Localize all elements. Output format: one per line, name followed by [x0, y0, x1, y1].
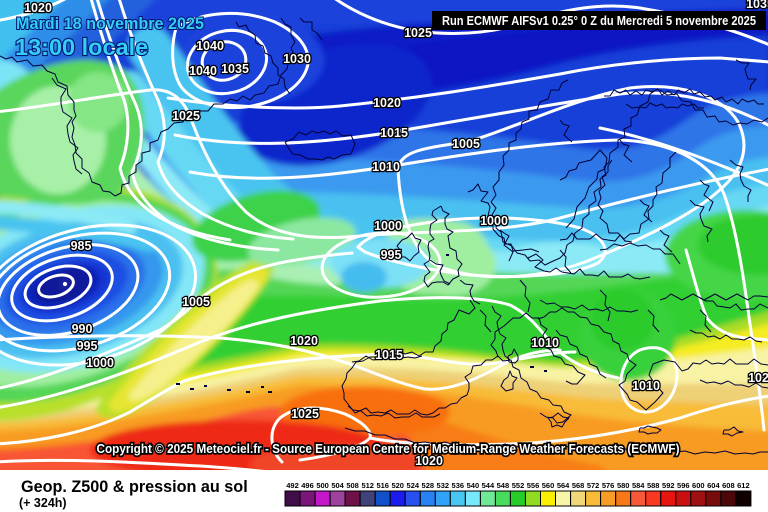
- svg-text:508: 508: [346, 481, 359, 490]
- svg-text:572: 572: [587, 481, 600, 490]
- svg-text:1035: 1035: [221, 62, 249, 76]
- svg-text:1015: 1015: [380, 126, 408, 140]
- svg-text:592: 592: [662, 481, 675, 490]
- svg-text:Copyright © 2025 Meteociel.fr: Copyright © 2025 Meteociel.fr - Source E…: [97, 442, 680, 456]
- svg-text:1040: 1040: [189, 64, 217, 78]
- svg-text:560: 560: [542, 481, 555, 490]
- svg-text:1010: 1010: [372, 160, 400, 174]
- svg-text:516: 516: [376, 481, 389, 490]
- svg-text:1000: 1000: [374, 219, 402, 233]
- svg-text:(+ 324h): (+ 324h): [19, 496, 67, 510]
- svg-text:Geop. Z500 & pression au sol: Geop. Z500 & pression au sol: [21, 478, 248, 496]
- svg-text:1025: 1025: [291, 407, 319, 421]
- svg-text:1020: 1020: [415, 454, 443, 468]
- svg-text:588: 588: [647, 481, 660, 490]
- svg-text:1020: 1020: [373, 96, 401, 110]
- svg-text:576: 576: [602, 481, 615, 490]
- svg-text:1000: 1000: [86, 356, 114, 370]
- svg-text:608: 608: [722, 481, 735, 490]
- svg-text:1005: 1005: [452, 137, 480, 151]
- svg-text:556: 556: [527, 481, 540, 490]
- svg-text:568: 568: [572, 481, 585, 490]
- svg-text:13:00 locale: 13:00 locale: [15, 34, 148, 60]
- svg-text:564: 564: [557, 481, 570, 490]
- svg-text:1035: 1035: [746, 0, 768, 11]
- svg-text:1020: 1020: [290, 334, 318, 348]
- svg-text:520: 520: [391, 481, 404, 490]
- svg-text:584: 584: [632, 481, 645, 490]
- svg-text:492: 492: [286, 481, 299, 490]
- svg-text:1020: 1020: [748, 371, 768, 385]
- svg-text:504: 504: [331, 481, 344, 490]
- svg-text:1010: 1010: [531, 336, 559, 350]
- svg-text:1040: 1040: [196, 39, 224, 53]
- svg-text:548: 548: [497, 481, 510, 490]
- svg-text:1025: 1025: [404, 26, 432, 40]
- svg-text:995: 995: [77, 339, 98, 353]
- svg-text:612: 612: [737, 481, 750, 490]
- svg-text:496: 496: [301, 481, 314, 490]
- svg-text:1010: 1010: [632, 379, 660, 393]
- svg-text:540: 540: [467, 481, 480, 490]
- svg-text:985: 985: [71, 239, 92, 253]
- svg-text:604: 604: [707, 481, 720, 490]
- svg-text:532: 532: [437, 481, 450, 490]
- svg-text:600: 600: [692, 481, 705, 490]
- svg-text:1030: 1030: [283, 52, 311, 66]
- svg-text:Run ECMWF AIFSv1 0.25° 0 Z du: Run ECMWF AIFSv1 0.25° 0 Z du Mercredi 5…: [442, 13, 756, 28]
- svg-text:1025: 1025: [172, 109, 200, 123]
- svg-text:524: 524: [407, 481, 420, 490]
- svg-text:1000: 1000: [480, 214, 508, 228]
- svg-text:552: 552: [512, 481, 525, 490]
- svg-text:536: 536: [452, 481, 465, 490]
- svg-text:990: 990: [72, 322, 93, 336]
- svg-text:512: 512: [361, 481, 374, 490]
- svg-text:995: 995: [381, 248, 402, 262]
- svg-text:544: 544: [482, 481, 495, 490]
- svg-text:580: 580: [617, 481, 630, 490]
- svg-text:1005: 1005: [182, 295, 210, 309]
- svg-text:Mardi 18 novembre 2025: Mardi 18 novembre 2025: [16, 15, 204, 33]
- svg-text:528: 528: [422, 481, 435, 490]
- svg-text:1020: 1020: [24, 1, 52, 15]
- svg-text:500: 500: [316, 481, 329, 490]
- svg-text:596: 596: [677, 481, 690, 490]
- svg-text:1015: 1015: [375, 348, 403, 362]
